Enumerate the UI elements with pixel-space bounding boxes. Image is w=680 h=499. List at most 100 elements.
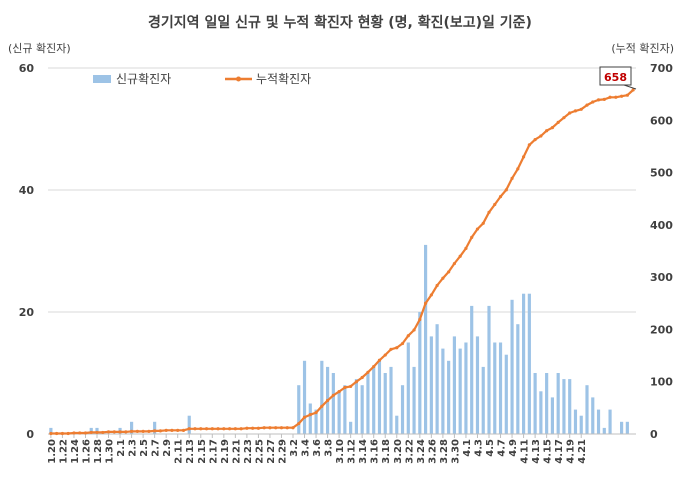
bar: [539, 391, 543, 434]
line-point: [487, 210, 491, 214]
bar: [550, 397, 554, 434]
line-point: [464, 246, 468, 250]
x-tick-label: 4.7: [497, 439, 508, 457]
bar: [591, 397, 595, 434]
bar: [470, 305, 474, 434]
line-point: [216, 427, 220, 431]
bar: [360, 385, 364, 434]
bar: [429, 336, 433, 434]
line-point: [153, 429, 157, 433]
bar: [620, 421, 624, 434]
bar: [545, 373, 549, 434]
line-point: [591, 100, 595, 104]
line-point: [55, 431, 59, 436]
x-tick-label: 4.21: [577, 439, 588, 464]
x-tick-label: 1.28: [93, 439, 104, 464]
bar: [493, 342, 497, 434]
x-tick-label: 3.2: [289, 439, 300, 457]
x-tick-label: 4.3: [473, 439, 484, 457]
line-point: [274, 426, 278, 430]
bar: [400, 385, 405, 434]
line-point: [510, 176, 514, 180]
line-point: [377, 358, 382, 362]
right-tick-label: 100: [650, 376, 673, 389]
line-point: [262, 426, 266, 430]
line-point: [545, 129, 549, 133]
line-point: [395, 346, 399, 350]
x-tick-label: 2.5: [139, 439, 150, 457]
line-point: [158, 429, 163, 433]
x-tick-label: 3.16: [370, 439, 381, 464]
x-tick-label: 4.5: [485, 439, 496, 457]
bar: [498, 342, 503, 434]
bar: [504, 354, 508, 434]
line-point: [550, 126, 555, 130]
line-point: [268, 426, 272, 430]
bar: [389, 366, 393, 434]
x-tick-label: 3.26: [427, 439, 438, 464]
line-point: [181, 428, 186, 432]
bar: [383, 373, 387, 434]
line-point: [199, 427, 203, 431]
x-tick-label: 3.18: [381, 439, 392, 464]
bar: [395, 415, 399, 434]
legend-line-marker: [236, 76, 241, 82]
bar: [435, 324, 439, 434]
bar: [562, 379, 566, 434]
line-point: [101, 430, 105, 435]
bar: [314, 409, 318, 434]
x-tick-label: 2.19: [220, 439, 231, 464]
line-point: [227, 427, 232, 431]
x-tick-label: 1.24: [70, 439, 81, 464]
line-point: [141, 429, 145, 433]
line-point: [60, 431, 65, 436]
line-point: [176, 428, 180, 432]
bar: [447, 360, 451, 434]
line-point: [78, 431, 82, 435]
line-point: [66, 431, 70, 436]
x-tick-label: 4.9: [508, 439, 519, 457]
line-point: [527, 143, 531, 147]
line-point: [129, 429, 134, 433]
chart-title: 경기지역 일일 신규 및 누적 확진자 현황 (명, 확진(보고)일 기준): [148, 14, 532, 31]
line-point: [354, 380, 359, 384]
x-tick-label: 3.14: [358, 439, 369, 464]
bar: [481, 366, 485, 434]
line-point: [412, 328, 416, 332]
line-point: [452, 261, 457, 266]
bar: [441, 348, 445, 434]
line-point: [521, 155, 526, 159]
bar: [579, 415, 583, 434]
line-point: [164, 428, 168, 432]
line-point: [516, 167, 520, 171]
bar: [187, 415, 191, 434]
axes: [48, 433, 636, 438]
line-point: [418, 317, 422, 322]
line-point: [279, 426, 284, 430]
line-point: [556, 120, 560, 124]
bar: [510, 299, 514, 434]
legend-bar-swatch: [93, 75, 111, 83]
bar: [475, 336, 480, 434]
bar: [406, 342, 410, 434]
bar: [297, 385, 301, 434]
bar: [354, 379, 358, 434]
x-tick-label: 2.9: [162, 439, 173, 457]
line-point: [204, 427, 209, 431]
line-point: [441, 276, 445, 280]
callout-label: 658: [604, 71, 627, 84]
line-point: [585, 103, 589, 107]
x-tick-label: 2.17: [208, 439, 219, 464]
x-tick-label: 1.20: [47, 439, 58, 464]
bar-series: [49, 244, 629, 434]
line-point: [539, 134, 543, 138]
x-tick-label: 2.11: [174, 439, 185, 464]
x-tick-label: 2.25: [254, 439, 265, 464]
x-tick-label: 2.29: [277, 439, 288, 464]
bar: [343, 385, 347, 434]
line-point: [360, 375, 364, 380]
right-tick-label: 300: [650, 271, 673, 284]
right-tick-label: 400: [650, 219, 673, 232]
x-tick-label: 2.23: [243, 439, 254, 464]
